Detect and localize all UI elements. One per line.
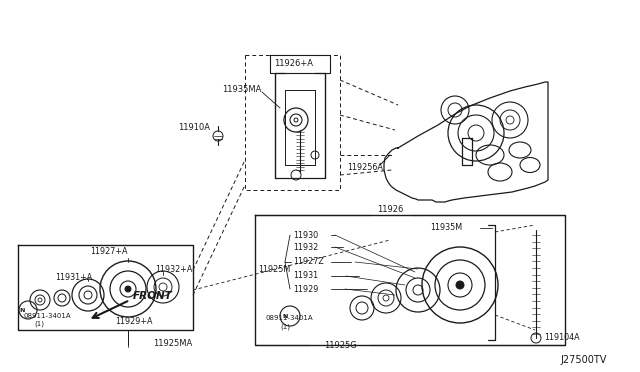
Text: 11926: 11926 bbox=[377, 205, 403, 215]
Text: 11925G: 11925G bbox=[324, 340, 356, 350]
Text: J27500TV: J27500TV bbox=[560, 355, 606, 365]
Text: 11929: 11929 bbox=[293, 285, 318, 294]
Text: 11927+A: 11927+A bbox=[90, 247, 127, 257]
Text: 119256A: 119256A bbox=[347, 164, 383, 173]
Text: FRONT: FRONT bbox=[133, 291, 173, 301]
Text: 11931: 11931 bbox=[293, 272, 318, 280]
Text: (1): (1) bbox=[280, 324, 290, 330]
Text: 11935MA: 11935MA bbox=[222, 84, 261, 93]
Text: 11929+A: 11929+A bbox=[115, 317, 152, 327]
Text: 11910A: 11910A bbox=[178, 124, 210, 132]
Text: 11925M: 11925M bbox=[258, 266, 291, 275]
Circle shape bbox=[456, 281, 464, 289]
Text: 119104A: 119104A bbox=[544, 334, 580, 343]
Text: 11925MA: 11925MA bbox=[153, 340, 192, 349]
Circle shape bbox=[125, 286, 131, 292]
Text: N: N bbox=[19, 308, 25, 312]
Text: N: N bbox=[282, 314, 288, 318]
Text: 11932: 11932 bbox=[293, 243, 318, 251]
Text: 08911-3401A: 08911-3401A bbox=[265, 315, 312, 321]
Text: (1): (1) bbox=[34, 321, 44, 327]
Text: 11926+A: 11926+A bbox=[274, 60, 313, 68]
Text: 11932+A: 11932+A bbox=[155, 266, 193, 275]
Text: 11927Z: 11927Z bbox=[293, 257, 324, 266]
Text: 08911-3401A: 08911-3401A bbox=[24, 313, 72, 319]
Text: 11930: 11930 bbox=[293, 231, 318, 240]
Text: 11931+A: 11931+A bbox=[55, 273, 92, 282]
Text: 11935M: 11935M bbox=[430, 224, 462, 232]
